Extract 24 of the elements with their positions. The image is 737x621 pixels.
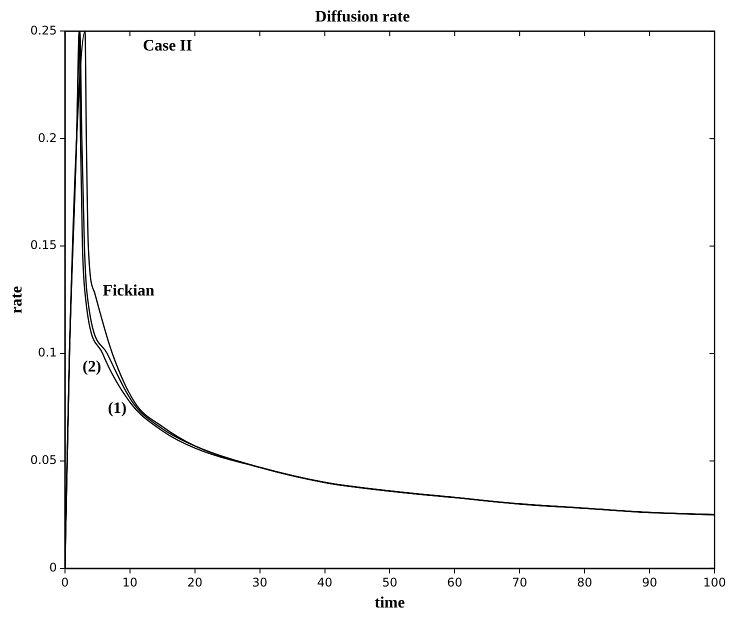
x-tick-label: 50: [382, 576, 398, 590]
y-tick-label: 0.15: [30, 238, 57, 252]
series-label: Fickian: [102, 282, 154, 300]
series-label: (2): [82, 358, 102, 376]
y-tick-label: 0: [49, 560, 57, 575]
x-tick-label: 90: [642, 576, 658, 590]
y-tick-label: 0.05: [30, 453, 57, 468]
y-tick-label: 0.25: [30, 23, 57, 38]
x-axis-title: time: [374, 594, 405, 612]
x-tick-label: 70: [512, 576, 528, 590]
y-axis-title: rate: [8, 286, 26, 314]
chart-title: Diffusion rate: [315, 8, 410, 26]
x-tick-label: 40: [317, 576, 332, 590]
annotation: Case II: [142, 37, 192, 54]
x-tick-label: 20: [187, 576, 202, 590]
x-tick-label: 30: [252, 576, 268, 590]
x-tick-label: 100: [703, 576, 726, 590]
x-tick-label: 80: [576, 576, 592, 590]
series-label: (1): [108, 400, 127, 418]
x-tick-label: 10: [122, 576, 138, 590]
x-tick-label: 60: [447, 576, 462, 590]
y-tick-label: 0.1: [38, 346, 57, 360]
x-tick-label: 0: [61, 576, 69, 590]
y-tick-label: 0.2: [38, 130, 57, 145]
